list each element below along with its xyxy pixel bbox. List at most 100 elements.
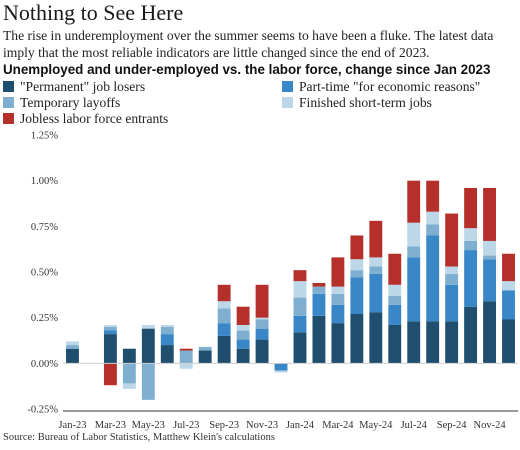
legend-item-temporary-layoffs: Temporary layoffs <box>3 95 120 111</box>
bar-segment-4-Oct-24 <box>464 187 478 229</box>
bar-segment-3-Dec-24 <box>502 281 515 291</box>
bar-segment-4-Aug-24 <box>426 180 440 212</box>
bar-segment-3-Jul-23 <box>179 363 193 369</box>
y-tick-label: 0.50% <box>31 268 58 279</box>
bar-segment-4-Sep-23 <box>217 284 231 302</box>
bar-segment-1-Oct-24 <box>464 250 478 307</box>
x-tick-label: Jul-23 <box>173 420 199 431</box>
bar-segment-0-Apr-23 <box>122 348 136 364</box>
bar-segment-4-Jul-23 <box>179 348 193 351</box>
bar-segment-0-Sep-23 <box>217 335 231 364</box>
bar-segment-3-Oct-24 <box>464 228 478 241</box>
legend-label: Finished short-term jobs <box>299 95 432 110</box>
legend-swatch-entrants <box>3 113 14 124</box>
legend-label: Jobless labor force entrants <box>20 111 169 126</box>
bar-segment-1-Aug-24 <box>426 235 440 322</box>
bar-segment-1-Dec-24 <box>502 290 515 320</box>
bar-segment-0-Dec-24 <box>502 319 515 364</box>
bar-segment-4-Jan-24 <box>293 270 307 282</box>
bar-segment-2-May-23 <box>141 363 155 400</box>
y-tick-label: -0.25% <box>27 405 58 416</box>
bar-segment-2-Jan-23 <box>66 345 79 349</box>
bar-segment-0-Nov-24 <box>483 301 497 364</box>
bar-segment-0-Mar-23 <box>103 334 117 364</box>
bar-segment-4-Jun-24 <box>388 253 402 285</box>
bar-segment-4-Oct-23 <box>236 306 250 325</box>
bar-segment-1-Jun-23 <box>160 334 174 346</box>
legend-label: Part-time "for economic reasons" <box>299 79 481 94</box>
legend-label: "Permanent" job losers <box>20 79 146 94</box>
bar-segment-0-Nov-23 <box>255 339 269 364</box>
legend-item-jobless-entrants: Jobless labor force entrants <box>3 111 168 127</box>
x-tick-label: Mar-23 <box>95 420 126 431</box>
bar-segment-3-Sep-24 <box>445 266 459 274</box>
subtitle: The rise in underemployment over the sum… <box>3 28 494 60</box>
page-title: Nothing to See Here <box>3 0 184 25</box>
bar-segment-0-Aug-24 <box>426 321 440 364</box>
x-tick-label: May-24 <box>359 420 393 431</box>
y-tick-label: 1.00% <box>31 176 58 187</box>
bar-segment-0-Oct-24 <box>464 306 478 364</box>
bar-segment-3-Jun-24 <box>388 284 402 296</box>
bar-segment-2-Oct-23 <box>236 330 250 340</box>
bar-segment-3-Dec-23 <box>274 370 288 373</box>
x-axis-ticks: Jan-23 Mar-23 May-23 Jul-23 Sep-23 Nov-23 Jan-… <box>58 420 506 431</box>
bar-segment-2-Apr-24 <box>350 270 364 278</box>
legend-item-permanent-job-losers: "Permanent" job losers <box>3 79 145 95</box>
bar-segment-2-Apr-23 <box>122 363 136 384</box>
bar-segment-2-Nov-24 <box>483 255 497 260</box>
bar-segment-0-Feb-24 <box>312 315 326 364</box>
bar-segment-3-Apr-24 <box>350 259 364 271</box>
bar-segment-3-Jun-23 <box>160 324 174 327</box>
bar-segment-3-Apr-23 <box>122 383 136 389</box>
bar-segment-4-Nov-24 <box>483 187 497 241</box>
bar-segment-1-Jan-24 <box>293 315 307 333</box>
chart-title: Unemployed and under-employed vs. the la… <box>3 62 491 77</box>
bar-segment-2-Sep-23 <box>217 308 231 324</box>
bar-segment-1-Dec-23 <box>274 363 288 371</box>
bar-segment-1-Jul-24 <box>407 257 421 322</box>
legend-swatch-finished <box>282 97 293 108</box>
bar-segment-3-Nov-23 <box>255 317 269 320</box>
y-tick-label: 0.25% <box>31 313 58 324</box>
bar-segment-4-Jul-24 <box>407 180 421 223</box>
x-tick-label: Nov-24 <box>474 420 507 431</box>
bar-segment-0-Jun-23 <box>160 345 174 364</box>
bar-segment-2-Mar-24 <box>331 293 345 305</box>
bar-segment-0-May-23 <box>141 328 155 364</box>
bar-segment-2-Aug-24 <box>426 224 440 236</box>
y-tick-label: 0.75% <box>31 222 58 233</box>
bar-segment-1-Sep-24 <box>445 284 459 322</box>
bar-segment-2-Jul-24 <box>407 246 421 258</box>
bar-segment-0-Jan-23 <box>66 348 79 364</box>
bar-segment-1-Oct-23 <box>236 339 250 349</box>
bar-segment-2-Jun-23 <box>160 326 174 335</box>
x-tick-label: Sep-23 <box>209 420 239 431</box>
bar-segment-3-May-24 <box>369 257 383 267</box>
x-tick-label: Sep-24 <box>437 420 467 431</box>
bar-segment-2-Jul-23 <box>179 350 193 364</box>
bar-segment-4-May-24 <box>369 220 383 258</box>
bar-segment-2-Jun-24 <box>388 295 402 305</box>
bar-segment-3-Mar-23 <box>103 324 117 327</box>
legend-label: Temporary layoffs <box>20 95 121 110</box>
bar-segment-0-Jul-24 <box>407 321 421 364</box>
bar-segment-3-Sep-23 <box>217 301 231 309</box>
bar-segment-2-Nov-23 <box>255 319 269 329</box>
bar-segment-2-Mar-23 <box>103 326 117 331</box>
bar-segment-1-Mar-23 <box>103 330 117 335</box>
bar-segment-4-Mar-24 <box>331 257 345 287</box>
bar-segment-0-Jan-24 <box>293 332 307 364</box>
bar-segment-4-Mar-23 <box>103 363 117 386</box>
bar-segment-3-Jul-24 <box>407 222 421 247</box>
bar-segment-3-Aug-24 <box>426 211 440 225</box>
bar-segment-3-Jan-23 <box>66 341 79 346</box>
bar-segment-2-Feb-24 <box>312 286 326 294</box>
bar-segment-3-Mar-24 <box>331 286 345 294</box>
bar-segment-1-Apr-24 <box>350 277 364 315</box>
x-tick-label: Jan-24 <box>286 420 315 431</box>
bar-segment-2-Jan-24 <box>293 297 307 316</box>
x-tick-label: Mar-24 <box>322 420 354 431</box>
bar-segment-2-May-24 <box>369 266 383 274</box>
bar-segment-0-Mar-24 <box>331 323 345 364</box>
